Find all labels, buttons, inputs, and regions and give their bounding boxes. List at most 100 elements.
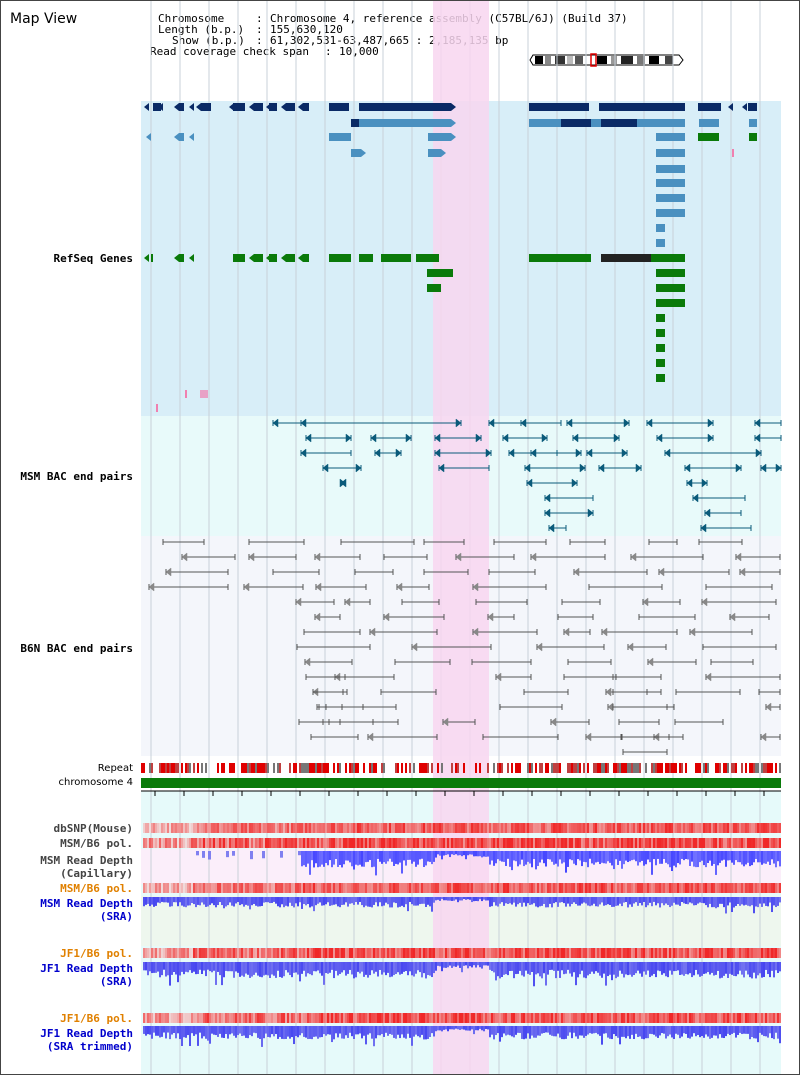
read-depth-bar <box>247 962 249 975</box>
read-depth-bar <box>583 897 585 903</box>
read-depth-bar <box>681 1026 683 1037</box>
read-depth-bar <box>477 962 479 966</box>
polymorphism-cell <box>725 948 727 958</box>
polymorphism-cell <box>531 948 533 958</box>
polymorphism-cell <box>421 823 423 833</box>
bac-end-marker <box>548 523 555 533</box>
track-label-jf1-depth-sra[interactable]: JF1 Read Depth <box>40 962 133 975</box>
read-depth-bar <box>703 897 705 904</box>
read-depth-bar <box>637 897 639 906</box>
bac-end-marker <box>656 433 663 443</box>
read-depth-bar <box>287 1026 289 1037</box>
polymorphism-cell <box>341 838 343 848</box>
polymorphism-cell <box>485 838 487 848</box>
polymorphism-cell <box>227 883 229 893</box>
polymorphism-cell <box>493 838 495 848</box>
repeat-segment <box>583 763 585 773</box>
read-depth-bar <box>177 1026 179 1034</box>
chromosome-ideogram[interactable] <box>529 53 689 67</box>
read-depth-bar <box>361 851 363 867</box>
repeat-segment <box>651 763 653 773</box>
track-label-msm-b6-pol-2[interactable]: MSM/B6 pol. <box>60 882 133 895</box>
polymorphism-cell <box>533 948 535 958</box>
read-depth-bar <box>317 851 319 868</box>
read-depth-bar <box>211 1026 213 1034</box>
read-depth-bar <box>771 897 773 913</box>
polymorphism-cell <box>459 823 461 833</box>
polymorphism-cell <box>149 838 151 848</box>
polymorphism-cell <box>165 948 167 958</box>
read-depth-bar <box>305 897 307 906</box>
read-depth-bar <box>605 962 607 986</box>
read-depth-bar <box>623 962 625 978</box>
polymorphism-cell <box>461 883 463 893</box>
track-label-msm-depth-capillary[interactable]: MSM Read Depth <box>40 854 133 867</box>
read-depth-bar <box>333 851 335 865</box>
polymorphism-cell <box>493 883 495 893</box>
track-label-msm-bac[interactable]: MSM BAC end pairs <box>20 470 133 483</box>
read-depth-bar <box>219 962 221 976</box>
polymorphism-cell <box>467 838 469 848</box>
read-depth-bar <box>225 962 227 971</box>
read-depth-bar <box>353 897 355 905</box>
polymorphism-cell <box>477 838 479 848</box>
polymorphism-cell <box>505 823 507 833</box>
polymorphism-cell <box>327 883 329 893</box>
polymorphism-cell <box>639 1013 641 1023</box>
polymorphism-cell <box>423 823 425 833</box>
polymorphism-cell <box>431 1013 433 1023</box>
polymorphism-cell <box>657 948 659 958</box>
polymorphism-cell <box>655 1013 657 1023</box>
polymorphism-cell <box>473 838 475 848</box>
read-depth-bar <box>539 851 541 863</box>
read-depth-bar <box>751 897 753 906</box>
read-depth-bar <box>775 1026 777 1033</box>
read-depth-bar <box>601 962 603 978</box>
read-depth-bar <box>635 897 637 903</box>
track-label-msm-b6-pol-1[interactable]: MSM/B6 pol. <box>60 837 133 850</box>
polymorphism-cell <box>709 948 711 958</box>
repeat-segment <box>569 763 571 773</box>
polymorphism-cell <box>345 883 347 893</box>
polymorphism-cell <box>413 1013 415 1023</box>
polymorphism-cell <box>331 883 333 893</box>
polymorphism-cell <box>643 823 645 833</box>
polymorphism-cell <box>157 823 159 833</box>
read-depth-bar <box>399 897 401 907</box>
read-depth-bar <box>777 897 779 906</box>
polymorphism-cell <box>585 883 587 893</box>
repeat-segment <box>197 763 199 773</box>
track-label-jf1-b6-pol-1[interactable]: JF1/B6 pol. <box>60 947 133 960</box>
track-label-refseq[interactable]: RefSeq Genes <box>53 252 133 265</box>
polymorphism-cell <box>683 838 685 848</box>
read-depth-bar <box>359 1026 361 1034</box>
track-label-msm-depth-sra[interactable]: MSM Read Depth <box>40 897 133 910</box>
read-depth-bar <box>729 962 731 974</box>
track-label-dbsnp[interactable]: dbSNP(Mouse) <box>53 822 133 835</box>
repeat-segment <box>499 763 501 773</box>
polymorphism-cell <box>659 948 661 958</box>
track-label-jf1-depth-trimmed[interactable]: JF1 Read Depth <box>40 1027 133 1040</box>
polymorphism-cell <box>241 823 243 833</box>
read-depth-bar <box>585 962 587 979</box>
polymorphism-cell <box>401 948 403 958</box>
polymorphism-cell <box>563 883 565 893</box>
read-depth-bar <box>409 962 411 972</box>
read-depth-bar <box>583 851 585 862</box>
track-label-b6n-bac[interactable]: B6N BAC end pairs <box>20 642 133 655</box>
polymorphism-cell <box>219 883 221 893</box>
bac-end-marker <box>550 717 557 727</box>
read-depth-bar <box>181 897 183 906</box>
repeat-segment <box>405 763 407 773</box>
track-label-jf1-b6-pol-2[interactable]: JF1/B6 pol. <box>60 1012 133 1025</box>
read-depth-bar <box>707 851 709 863</box>
polymorphism-cell <box>687 823 689 833</box>
polymorphism-cell <box>223 948 225 958</box>
read-depth-bar <box>247 897 249 906</box>
repeat-segment <box>695 763 697 773</box>
bac-end-marker <box>300 418 307 428</box>
polymorphism-cell <box>299 1013 301 1023</box>
polymorphism-cell <box>709 883 711 893</box>
polymorphism-cell <box>429 838 431 848</box>
